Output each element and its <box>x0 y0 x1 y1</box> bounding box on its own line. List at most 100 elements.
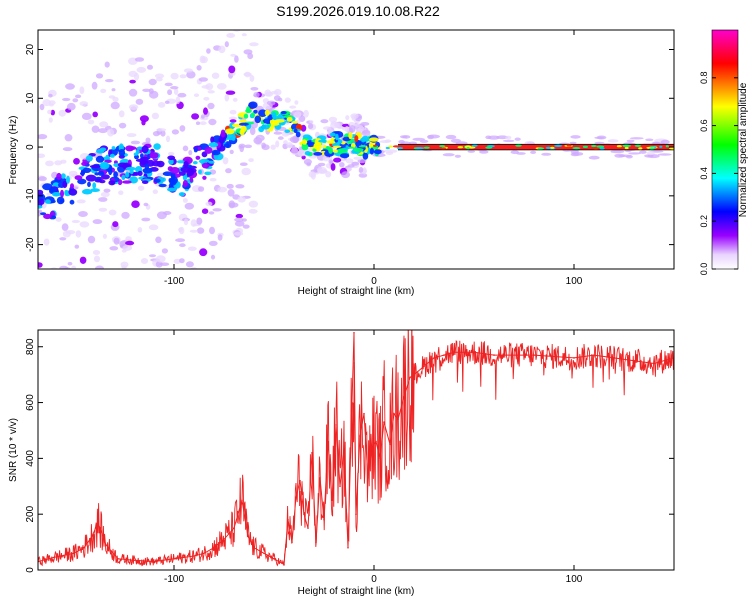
heatmap-cell-356 <box>229 149 234 155</box>
heatmap-cell-217 <box>203 96 210 101</box>
heatmap-cell-654 <box>100 174 110 180</box>
heatmap-cell-546 <box>530 150 537 154</box>
heatmap-cell-1048 <box>392 145 400 148</box>
heatmap-cell-1075 <box>554 144 563 147</box>
snr-point-25 <box>295 496 297 499</box>
heatmap-cell-429 <box>155 255 166 263</box>
heatmap-cell-336 <box>249 19 254 25</box>
heatmap-cell-421 <box>361 129 371 137</box>
heatmap-cell-479 <box>261 144 270 151</box>
heatmap-cell-947 <box>153 178 161 183</box>
heatmap-cell-998 <box>201 162 210 169</box>
heatmap-cell-286 <box>121 211 130 219</box>
heatmap-cell-1015 <box>141 145 149 154</box>
snr-point-51 <box>397 418 399 421</box>
heatmap-cell-398 <box>38 176 47 182</box>
heatmap-cell-1082 <box>624 146 629 150</box>
heatmap-cell-344 <box>71 219 81 224</box>
snr-y-tick-label-1: 200 <box>25 505 36 522</box>
heatmap-cell-392 <box>309 120 314 124</box>
heatmap-cell-334 <box>48 117 53 123</box>
heatmap-cell-716 <box>313 152 323 156</box>
snr-point-31 <box>319 477 321 479</box>
heatmap-cell-813 <box>348 132 353 140</box>
heatmap-cell-199 <box>148 224 159 231</box>
heatmap-cell-1047 <box>545 146 552 149</box>
heatmap-cell-814 <box>111 146 116 150</box>
heatmap-cell-940 <box>204 146 213 154</box>
heatmap-cell-1000 <box>353 148 364 152</box>
heatmap-cell-1078 <box>572 147 581 150</box>
heatmap-cell-314 <box>347 167 353 172</box>
heatmap-cell-157 <box>56 280 63 285</box>
heatmap-cell-208 <box>70 265 77 269</box>
snr-y-tick-label-4: 800 <box>25 338 36 355</box>
snr-point-7 <box>117 558 119 560</box>
heatmap-cell-980 <box>354 135 359 143</box>
heatmap-cell-897 <box>97 170 105 176</box>
heatmap-cell-486 <box>233 231 244 236</box>
snr-point-36 <box>339 485 341 488</box>
heatmap-cell-1023 <box>85 155 93 162</box>
heatmap-cell-340 <box>125 240 135 246</box>
heatmap-cell-309 <box>75 94 82 99</box>
heatmap-cell-928 <box>90 188 100 193</box>
heatmap-cell-1012 <box>301 143 309 151</box>
snr-point-3 <box>83 546 85 549</box>
heatmap-cell-932 <box>135 149 140 155</box>
heatmap-cell-434 <box>234 55 239 63</box>
heatmap-cell-985 <box>170 176 178 185</box>
heatmap-cell-430 <box>306 162 311 166</box>
heatmap-cell-237 <box>248 200 259 208</box>
heatmap-cell-958 <box>208 160 215 164</box>
heatmap-cell-358 <box>98 207 108 212</box>
heatmap-cell-185 <box>226 33 236 38</box>
heatmap-cell-513 <box>333 122 341 128</box>
heatmap-cell-452 <box>55 296 63 300</box>
heatmap-cell-552 <box>445 134 457 140</box>
heatmap-cell-390 <box>145 137 151 143</box>
heatmap-cell-412 <box>244 71 251 78</box>
heatmap-cell-459 <box>148 78 157 86</box>
heatmap-cell-248 <box>93 270 97 277</box>
heatmap-cell-527 <box>502 139 515 143</box>
heatmap-cell-48 <box>128 88 138 97</box>
heatmap-cell-194 <box>100 191 110 198</box>
heatmap-cell-40 <box>225 168 232 174</box>
heatmap-cell-80 <box>301 155 306 160</box>
snr-point-56 <box>433 357 435 359</box>
heatmap-cell-16 <box>196 65 202 71</box>
heatmap-cell-906 <box>118 149 126 157</box>
heatmap-cell-1077 <box>466 147 470 150</box>
snr-point-55 <box>423 365 425 368</box>
heatmap-cell-863 <box>43 213 52 220</box>
heatmap-cell-911 <box>38 189 44 196</box>
snr-point-18 <box>247 535 249 538</box>
snr-point-1 <box>53 556 55 559</box>
colorbar-label: Normalized spectral amplitude <box>738 82 749 217</box>
heatmap-cell-583 <box>572 152 584 156</box>
heatmap-cell-159 <box>277 136 284 140</box>
heatmap-cell-1026 <box>87 181 91 187</box>
heatmap-cell-795 <box>134 154 139 160</box>
heatmap-cell-1009 <box>274 119 285 123</box>
heatmap-cell-763 <box>109 153 115 158</box>
heatmap-cell-785 <box>197 146 202 151</box>
heatmap-cell-437 <box>239 162 248 166</box>
heatmap-cell-335 <box>155 236 162 244</box>
heatmap-cell-37 <box>207 102 215 110</box>
heatmap-cell-326 <box>183 218 189 226</box>
snr-point-45 <box>371 446 373 449</box>
snr-point-23 <box>287 519 289 521</box>
heatmap-cell-1051 <box>537 147 545 150</box>
heatmap-cell-807 <box>137 170 143 176</box>
heatmap-cell-306 <box>87 119 95 125</box>
heatmap-cell-65 <box>249 74 255 82</box>
heatmap-cell-776 <box>69 199 75 205</box>
heatmap-cell-417 <box>92 219 103 225</box>
heatmap-cell-389 <box>120 261 129 268</box>
heatmap-cell-271 <box>58 272 66 278</box>
